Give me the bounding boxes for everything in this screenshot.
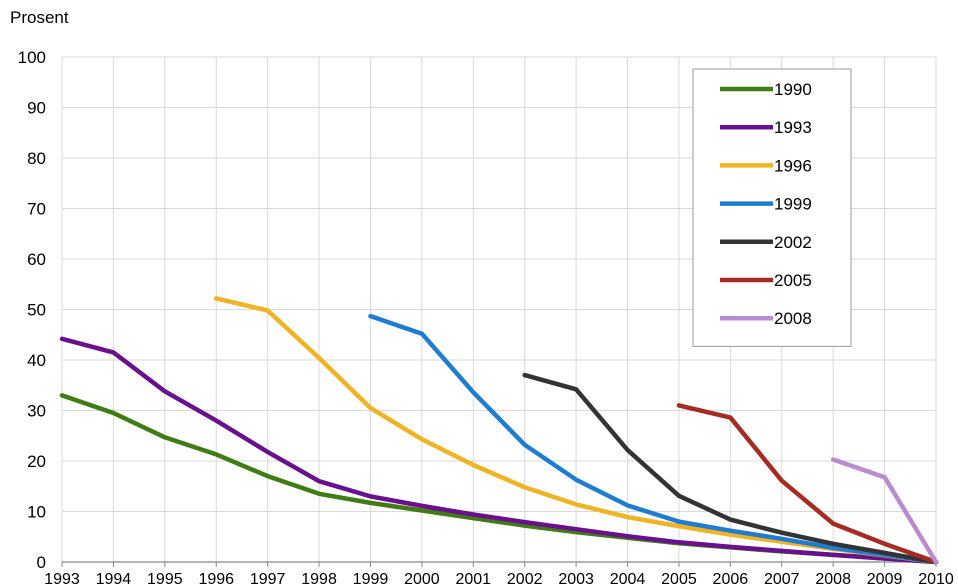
y-tick-label: 90 bbox=[27, 99, 46, 118]
y-axis-label: Prosent bbox=[10, 8, 69, 27]
x-tick-label: 1998 bbox=[301, 571, 337, 585]
x-tick-label: 1996 bbox=[198, 571, 234, 585]
legend-label-1993: 1993 bbox=[774, 118, 812, 137]
y-tick-label: 60 bbox=[27, 250, 46, 269]
x-tick-label: 1999 bbox=[353, 571, 389, 585]
y-tick-label: 50 bbox=[27, 301, 46, 320]
x-tick-label: 2006 bbox=[713, 571, 749, 585]
y-axis-ticks: 0 10 20 30 40 50 60 70 80 90 100 bbox=[18, 48, 46, 572]
x-tick-label: 2005 bbox=[661, 571, 697, 585]
y-tick-label: 0 bbox=[37, 553, 46, 572]
series-line-1993 bbox=[59, 336, 939, 565]
x-tick-label: 2002 bbox=[507, 571, 543, 585]
legend-box bbox=[692, 68, 852, 347]
x-tick-label: 2009 bbox=[867, 571, 903, 585]
series-line-1999 bbox=[368, 313, 939, 565]
legend-label-1999: 1999 bbox=[774, 195, 812, 214]
y-tick-label: 40 bbox=[27, 351, 46, 370]
legend-label-1996: 1996 bbox=[774, 156, 812, 175]
x-tick-label: 1993 bbox=[44, 571, 80, 585]
y-tick-label: 20 bbox=[27, 452, 46, 471]
x-tick-label: 1995 bbox=[147, 571, 183, 585]
x-tick-label: 2010 bbox=[918, 571, 954, 585]
y-tick-label: 80 bbox=[27, 149, 46, 168]
x-tick-label: 2003 bbox=[558, 571, 594, 585]
y-tick-label: 70 bbox=[27, 200, 46, 219]
series-line-2005 bbox=[676, 403, 939, 565]
x-tick-label: 2000 bbox=[404, 571, 440, 585]
y-tick-label: 10 bbox=[27, 503, 46, 522]
y-tick-label: 100 bbox=[18, 48, 46, 67]
chart-legend: 1990 1993 1996 1999 2002 2005 2008 bbox=[692, 68, 852, 347]
x-axis-ticks: 1993 1994 1995 1996 1997 1998 1999 2000 2001 2002… bbox=[44, 571, 954, 585]
x-tick-label: 1997 bbox=[250, 571, 286, 585]
legend-label-1990: 1990 bbox=[774, 80, 812, 99]
x-tick-label: 2007 bbox=[764, 571, 800, 585]
y-tick-label: 30 bbox=[27, 402, 46, 421]
series-line-2002 bbox=[522, 372, 939, 565]
x-tick-label: 1994 bbox=[96, 571, 132, 585]
x-tick-label: 2001 bbox=[455, 571, 491, 585]
chart-series bbox=[59, 296, 939, 565]
legend-label-2005: 2005 bbox=[774, 271, 812, 290]
series-line-2008 bbox=[830, 457, 939, 565]
legend-label-2008: 2008 bbox=[774, 309, 812, 328]
x-tick-label: 2004 bbox=[610, 571, 646, 585]
legend-label-2002: 2002 bbox=[774, 233, 812, 252]
x-tick-label: 2008 bbox=[815, 571, 851, 585]
